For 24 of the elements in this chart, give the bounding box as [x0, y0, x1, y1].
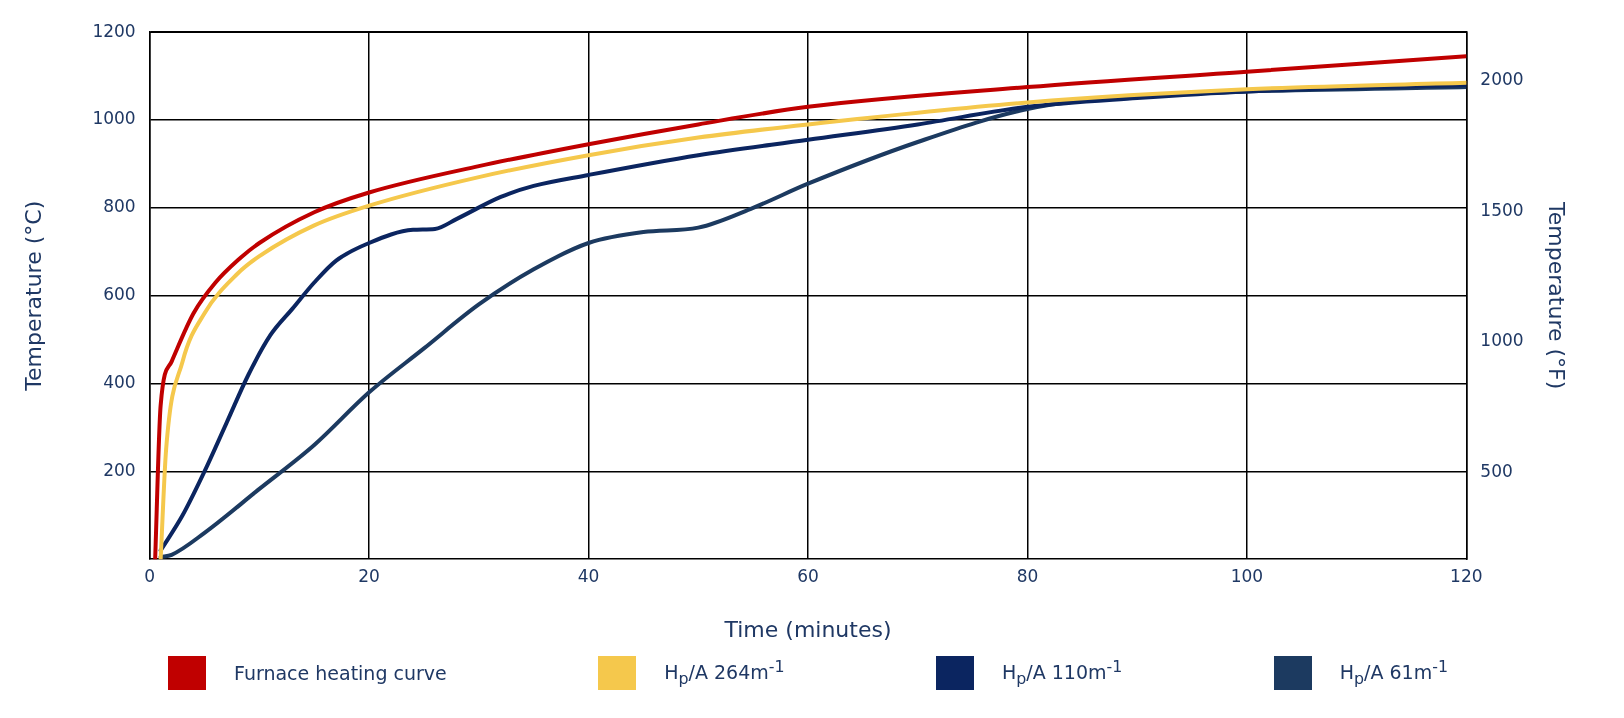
x-tick-label: 60 [797, 565, 819, 586]
y-tick-label: 1200 [92, 20, 136, 41]
y2-tick-label: 2000 [1480, 69, 1524, 90]
x-tick-label: 100 [1230, 565, 1264, 586]
legend-label: H$_{p}$/A 110m$^{-1}$ [1001, 657, 1123, 689]
x-tick-label: 20 [358, 565, 380, 586]
x-tick-label: 0 [144, 565, 156, 586]
legend-label: H$_{p}$/A 264m$^{-1}$ [664, 657, 785, 689]
y2-tick-label: 1500 [1480, 199, 1524, 220]
y-tick-label: 1000 [92, 108, 136, 129]
y2-tick-label: 500 [1480, 460, 1513, 481]
y2-tick-label: 1000 [1480, 330, 1524, 351]
x-axis-title: Time (minutes) [723, 616, 892, 642]
y-tick-label: 200 [103, 459, 136, 480]
y2-axis-title: Temperature (°F) [1544, 201, 1570, 390]
y-tick-label: 400 [103, 371, 136, 392]
legend-label: Furnace heating curve [234, 662, 447, 684]
y-axis-title: Temperature (°C) [20, 200, 46, 392]
y-tick-label: 800 [103, 196, 136, 217]
x-tick-label: 120 [1450, 565, 1483, 586]
legend-label: H$_{p}$/A 61m$^{-1}$ [1339, 657, 1448, 689]
y-tick-label: 600 [103, 284, 136, 305]
x-tick-label: 40 [577, 565, 600, 586]
x-tick-label: 80 [1016, 565, 1039, 586]
